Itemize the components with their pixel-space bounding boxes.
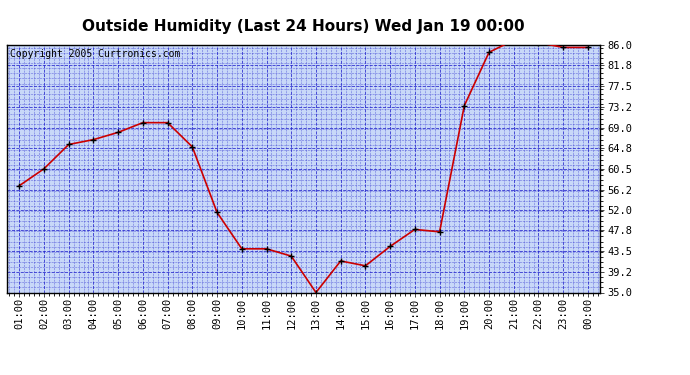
Text: Outside Humidity (Last 24 Hours) Wed Jan 19 00:00: Outside Humidity (Last 24 Hours) Wed Jan… bbox=[82, 19, 525, 34]
Text: Copyright 2005 Curtronics.com: Copyright 2005 Curtronics.com bbox=[10, 49, 180, 59]
